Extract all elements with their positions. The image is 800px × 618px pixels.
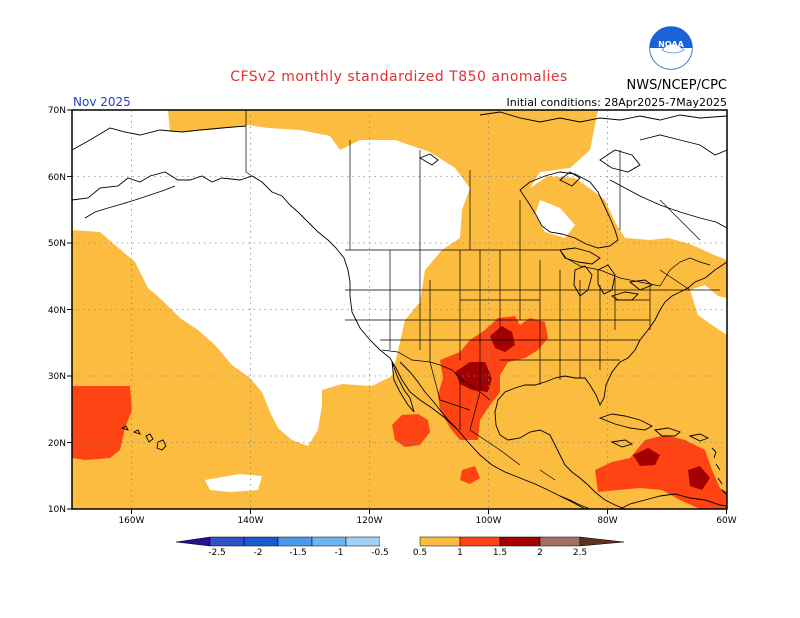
lat-label-50n: 50N [48, 239, 66, 249]
anomaly-high-regions [72, 316, 727, 509]
legend-swatch-pos-05-1 [419, 536, 461, 547]
neutral-regions [72, 110, 727, 492]
lon-label-120w: 120W [356, 516, 382, 526]
lat-label-70n: 70N [48, 106, 66, 116]
legend-tick-label: -0.5 [371, 548, 389, 558]
figure-title: CFSv2 monthly standardized T850 anomalie… [230, 69, 568, 85]
legend-labels: -2.5 -2 -1.5 -1 -0.5 0.5 1 1.5 2 2.5 [208, 548, 587, 558]
legend-tick-label: 1 [457, 548, 463, 558]
lat-label-10n: 10N [48, 505, 66, 515]
legend-swatch-pos-15-2 [499, 536, 541, 547]
lon-label-160w: 160W [118, 516, 144, 526]
lon-label-100w: 100W [475, 516, 501, 526]
agency-label: NWS/NCEP/CPC [627, 78, 727, 93]
legend-tick-label: -1.5 [289, 548, 307, 558]
noaa-logo-text: NOAA [658, 40, 684, 49]
legend-swatch-neutral [380, 537, 420, 546]
month-label: Nov 2025 [73, 95, 131, 109]
lon-label-140w: 140W [237, 516, 263, 526]
legend-tick-label: -2.5 [208, 548, 226, 558]
legend-swatch-neg-2-15 [243, 536, 279, 547]
lat-label-60n: 60N [48, 173, 66, 183]
graticule [72, 110, 727, 509]
legend-tick-label: 0.5 [413, 548, 427, 558]
legend-swatch-neg-15-1 [277, 536, 313, 547]
legend-swatch-neg-lt25 [175, 536, 211, 547]
longitude-labels: 160W 140W 120W 100W 80W 60W [118, 516, 736, 526]
lat-label-20n: 20N [48, 439, 66, 449]
lat-label-30n: 30N [48, 372, 66, 382]
axis-ticks [67, 109, 727, 514]
legend-tick-label: -1 [335, 548, 344, 558]
lon-label-80w: 80W [597, 516, 617, 526]
lon-label-60w: 60W [716, 516, 736, 526]
map-area [72, 110, 727, 509]
legend-swatch-neg-25-2 [209, 536, 245, 547]
legend-tick-label: 2 [537, 548, 543, 558]
legend-tick-label: 2.5 [573, 548, 587, 558]
lat-label-40n: 40N [48, 306, 66, 316]
legend-swatch-neg-1-05 [311, 536, 347, 547]
latitude-labels: 70N 60N 50N 40N 30N 20N 10N [48, 106, 66, 515]
political-boundaries [245, 110, 720, 481]
legend-swatch-pos-gt25 [579, 536, 625, 547]
color-legend [175, 536, 625, 547]
initial-conditions: Initial conditions: 28Apr2025-7May2025 [507, 96, 727, 109]
legend-tick-label: -2 [254, 548, 263, 558]
legend-tick-label: 1.5 [493, 548, 507, 558]
legend-swatch-pos-2-25 [539, 536, 581, 547]
legend-swatch-neg-05-0 [345, 536, 381, 547]
noaa-logo: NOAA [649, 26, 693, 70]
anomaly-very-high-regions [455, 326, 710, 490]
legend-swatch-pos-1-15 [459, 536, 501, 547]
